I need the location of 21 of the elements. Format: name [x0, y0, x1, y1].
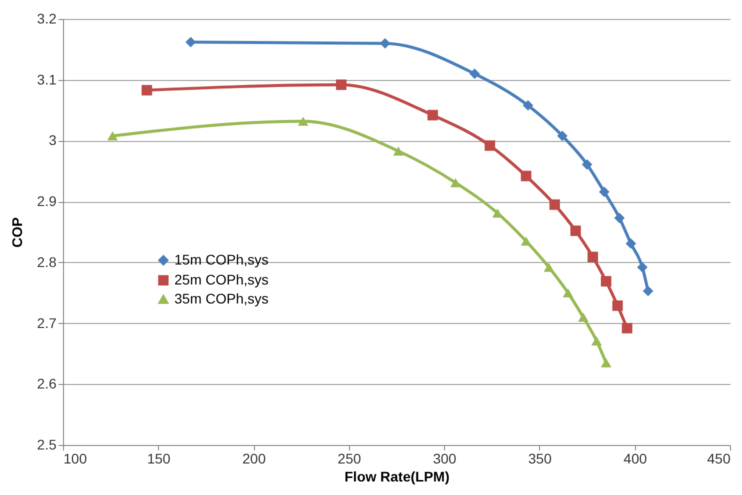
x-tick-label: 100: [64, 450, 88, 466]
x-tick-label: 150: [147, 450, 171, 466]
y-tick-label: 2.6: [37, 376, 57, 392]
x-tick-label: 350: [528, 450, 552, 466]
y-tick-label: 3.2: [37, 10, 57, 26]
x-tick-label: 200: [242, 450, 266, 466]
x-tick-label: 450: [707, 450, 731, 466]
legend-label: 15m COPh,sys: [174, 251, 269, 268]
x-tick-label: 400: [624, 450, 648, 466]
y-tick-label: 2.7: [37, 314, 57, 331]
legend-label: 25m COPh,sys: [174, 271, 269, 288]
y-axis-title: COP: [9, 217, 26, 248]
y-tick-label: 3.1: [37, 71, 57, 88]
y-tick-label: 3: [48, 132, 57, 148]
y-tick-label: 2.9: [37, 193, 57, 210]
x-axis-title: Flow Rate(LPM): [344, 468, 450, 484]
y-tick-label: 2.5: [37, 436, 57, 452]
x-tick-label: 250: [338, 450, 362, 466]
legend-label: 35m COPh,sys: [174, 290, 269, 306]
y-tick-label: 2.8: [37, 254, 57, 270]
x-tick-label: 300: [432, 450, 457, 466]
